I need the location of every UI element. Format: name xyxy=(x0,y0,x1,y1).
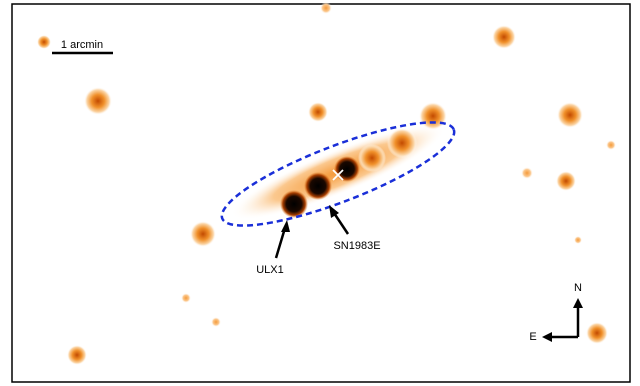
star xyxy=(67,345,87,365)
figure: 1 arcmin ULX1 SN1983E N E xyxy=(0,0,640,386)
annotation-label: SN1983E xyxy=(333,240,380,252)
compass-north: N xyxy=(574,282,582,294)
star xyxy=(606,140,616,150)
star xyxy=(37,35,51,49)
scale-label: 1 arcmin xyxy=(61,39,103,51)
annotation-label: ULX1 xyxy=(256,264,284,276)
star xyxy=(521,167,533,179)
star xyxy=(557,102,583,128)
star xyxy=(586,322,608,344)
star xyxy=(556,171,576,191)
compass-east: E xyxy=(529,331,536,343)
source xyxy=(304,172,332,200)
source xyxy=(358,144,386,172)
star xyxy=(211,317,221,327)
source xyxy=(280,190,308,218)
source xyxy=(387,128,417,158)
star xyxy=(181,293,191,303)
star xyxy=(320,2,332,14)
source xyxy=(419,102,447,130)
star xyxy=(574,236,582,244)
star xyxy=(84,87,112,115)
star xyxy=(492,25,516,49)
star xyxy=(308,102,328,122)
star xyxy=(190,221,216,247)
source xyxy=(334,156,360,182)
